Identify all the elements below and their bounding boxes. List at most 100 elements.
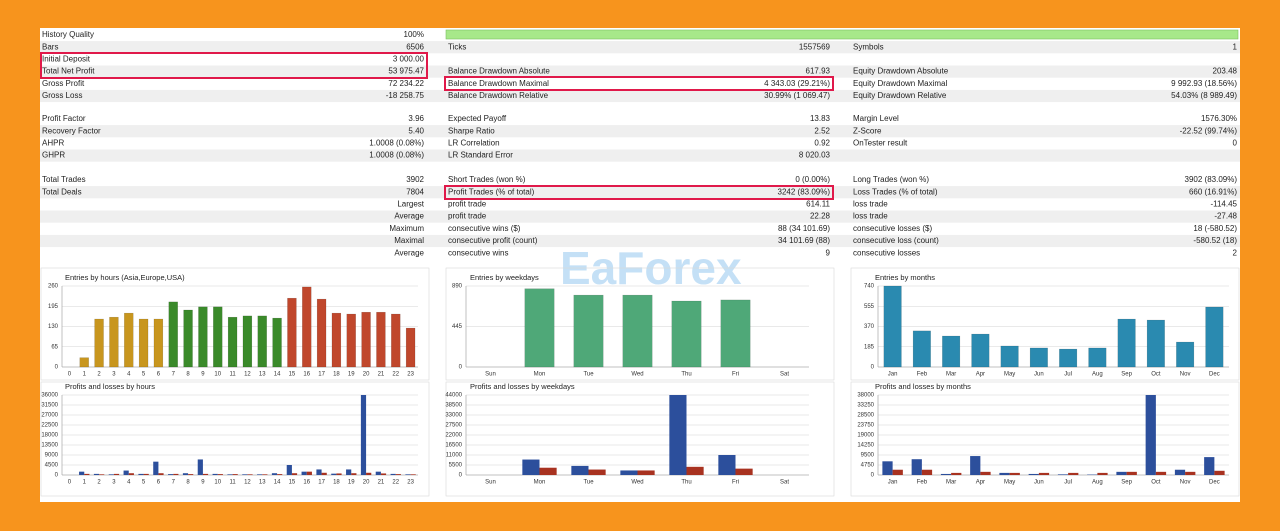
stat-label: GHPR [42, 151, 65, 160]
bar [1145, 395, 1156, 475]
bar [588, 469, 606, 475]
bar [669, 395, 687, 475]
y-tick-label: 27500 [445, 423, 462, 429]
bar [108, 474, 114, 475]
bar [1068, 472, 1079, 475]
x-tick-label: Jun [1034, 372, 1044, 378]
y-tick-label: 14250 [857, 443, 874, 449]
bar [143, 473, 149, 475]
bar [1205, 306, 1224, 368]
y-tick-label: 4750 [861, 463, 875, 469]
x-tick-label: 3 [112, 372, 116, 378]
bar [79, 357, 89, 368]
chart-frame [850, 267, 1240, 381]
table: History Quality 100% Bars 6506 Ticks 1557569 S… [40, 30, 1240, 257]
stat-label: AHPR [42, 139, 64, 148]
bar [912, 330, 931, 368]
stat-label: consecutive profit (count) [448, 236, 538, 245]
bar [1214, 470, 1225, 475]
x-tick-label: 0 [68, 372, 72, 378]
x-tick-label: 20 [363, 480, 370, 486]
bar [168, 474, 174, 475]
x-tick-label: Jul [1064, 372, 1072, 378]
stat-value: 1 [1233, 42, 1238, 51]
x-tick-label: 4 [127, 480, 131, 486]
bar [316, 298, 327, 368]
y-tick-label: 130 [48, 324, 59, 330]
bar [686, 466, 704, 475]
stat-value: 13.83 [810, 114, 831, 123]
stat-value: Average [394, 212, 424, 221]
x-tick-label: Wed [631, 480, 643, 486]
x-tick-label: 18 [333, 480, 340, 486]
stat-label: consecutive wins [448, 248, 508, 257]
bar [718, 455, 736, 475]
x-tick-label: 9 [201, 372, 205, 378]
stat-label: consecutive losses ($) [853, 224, 932, 233]
x-tick-label: 14 [274, 480, 281, 486]
stat-value: 1.0008 (0.08%) [369, 151, 424, 160]
bar [1028, 473, 1039, 475]
y-tick-label: 0 [459, 365, 463, 371]
x-tick-label: May [1004, 480, 1015, 486]
y-tick-label: 22500 [41, 423, 58, 429]
stat-value: 100% [404, 30, 424, 39]
bar [1059, 348, 1078, 368]
x-tick-label: 19 [348, 372, 355, 378]
chart-title: Profits and losses by hours [65, 382, 155, 391]
x-tick-label: Nov [1180, 480, 1191, 486]
x-tick-label: 16 [303, 372, 310, 378]
x-tick-label: 8 [186, 480, 190, 486]
x-tick-label: 4 [127, 372, 131, 378]
stat-value: 1576.30% [1201, 114, 1237, 123]
y-tick-label: 22000 [445, 433, 462, 439]
bar [138, 473, 144, 475]
stat-label: profit trade [448, 212, 487, 221]
stat-value: 9 992.93 (18.56%) [1171, 79, 1237, 88]
bar [524, 288, 555, 368]
stat-value: 22.28 [810, 212, 831, 221]
chart-frame [445, 267, 835, 381]
x-tick-label: Mon [534, 372, 546, 378]
y-tick-label: 0 [55, 473, 59, 479]
stat-label: profit trade [448, 200, 487, 209]
stat-value: 5.40 [408, 126, 424, 135]
bar [351, 473, 357, 475]
x-tick-label: 22 [392, 372, 399, 378]
x-tick-label: 6 [157, 480, 161, 486]
stat-value: 3242 (83.09%) [778, 187, 831, 196]
stat-label: loss trade [853, 200, 888, 209]
x-tick-label: 17 [318, 372, 325, 378]
x-tick-label: 6 [157, 372, 161, 378]
x-tick-label: 14 [274, 372, 281, 378]
y-tick-label: 5500 [449, 463, 463, 469]
bar [321, 472, 327, 475]
y-tick-label: 4500 [45, 463, 59, 469]
bar [1174, 469, 1186, 475]
bar [217, 474, 223, 475]
stat-value: 2.52 [814, 126, 830, 135]
stat-label: Equity Drawdown Maximal [853, 79, 947, 88]
bar [301, 471, 307, 475]
y-tick-label: 33250 [857, 403, 874, 409]
bar [242, 315, 253, 368]
stat-label: OnTester result [853, 139, 908, 148]
bar [109, 316, 119, 368]
x-tick-label: Dec [1209, 480, 1220, 486]
bar [1000, 345, 1019, 368]
x-tick-label: 15 [289, 372, 296, 378]
x-tick-label: Feb [917, 372, 928, 378]
bar [128, 473, 134, 475]
bar [168, 301, 178, 368]
x-tick-label: 16 [303, 480, 310, 486]
row-shade [40, 65, 1240, 78]
stat-label: consecutive losses [853, 248, 920, 257]
y-tick-label: 445 [452, 324, 463, 330]
quality-bar [445, 29, 1239, 40]
x-tick-label: Mar [946, 372, 956, 378]
x-tick-label: Jun [1034, 480, 1044, 486]
x-tick-label: May [1004, 372, 1015, 378]
stat-value: 72 234.22 [388, 79, 424, 88]
row-shade [40, 149, 1240, 162]
y-tick-label: 0 [459, 473, 463, 479]
